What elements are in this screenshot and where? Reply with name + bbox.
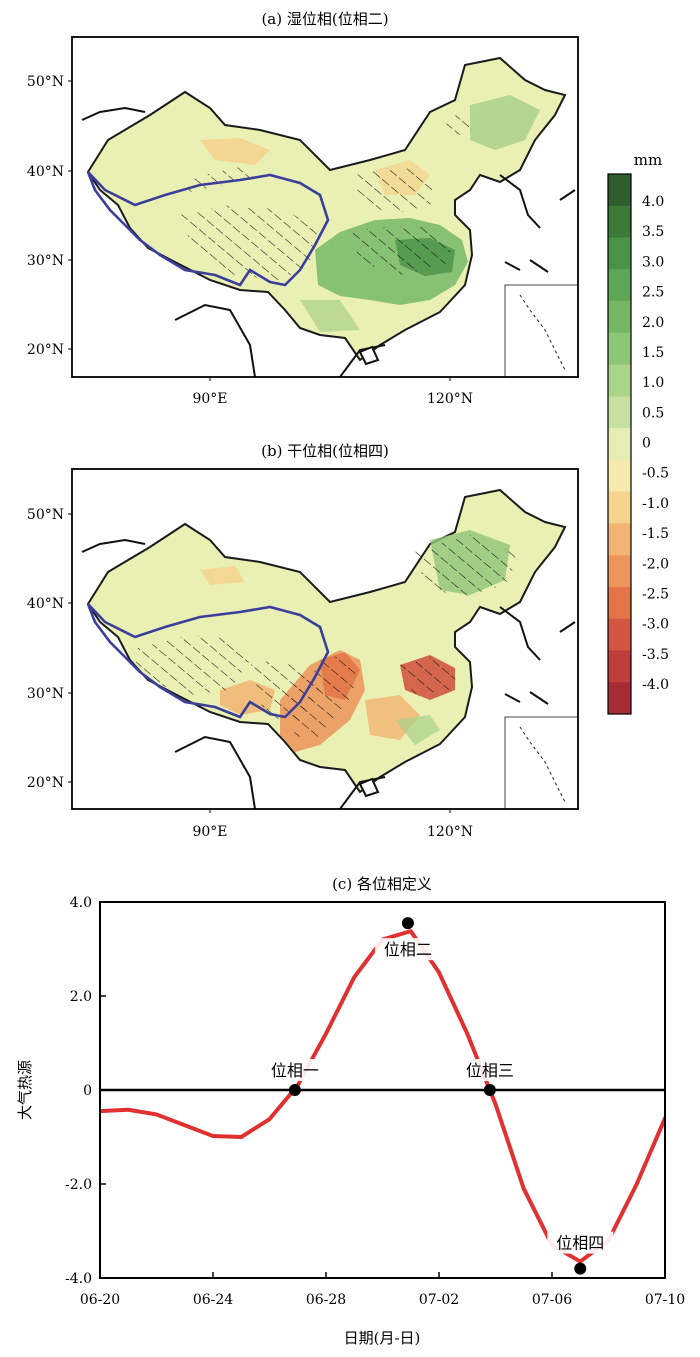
colorbar-swatch <box>608 682 631 715</box>
colorbar-label: 4.0 <box>642 194 664 210</box>
x-tick-label: 07-10 <box>645 1292 685 1308</box>
colorbar-swatch <box>608 650 631 683</box>
map-a-lat-tick: 20°N <box>27 342 64 358</box>
chart-title: (c) 各位相定义 <box>332 875 432 893</box>
map-b-lat-tick: 30°N <box>27 686 64 702</box>
colorbar: mm 4.0 3.5 3.0 2.5 2.0 1.5 1.0 0.5 0 -0.5 -1.0 -1.5… <box>607 151 669 715</box>
phase-point <box>574 1262 587 1275</box>
colorbar-swatch <box>608 555 631 588</box>
colorbar-swatch <box>608 428 631 461</box>
colorbar-label: 3.5 <box>642 224 664 240</box>
colorbar-label: -3.0 <box>642 617 669 633</box>
map-b-lon-tick: 120°N <box>427 824 473 840</box>
colorbar-label: -1.0 <box>642 496 669 512</box>
map-a-plateau-outline <box>86 171 330 287</box>
y-tick-label: 2.0 <box>70 989 92 1005</box>
colorbar-swatch <box>608 237 631 270</box>
colorbar-label: 2.0 <box>642 315 664 331</box>
map-panel-a: (a) 湿位相(位相二) <box>27 10 579 407</box>
x-tick-label: 06-24 <box>193 1292 233 1308</box>
colorbar-label: -0.5 <box>642 466 669 482</box>
x-tick-label: 06-20 <box>80 1292 120 1308</box>
colorbar-swatch <box>608 618 631 651</box>
map-a-title: (a) 湿位相(位相二) <box>261 10 388 28</box>
colorbar-swatch <box>608 523 631 556</box>
map-b-lat-tick: 50°N <box>27 507 64 523</box>
colorbar-label: 3.0 <box>642 254 664 270</box>
map-a-lat-tick: 30°N <box>27 253 64 269</box>
phase-label: 位相四 <box>556 1234 604 1253</box>
colorbar-label: -4.0 <box>642 677 669 693</box>
colorbar-label: 0.5 <box>642 405 664 421</box>
colorbar-swatch <box>608 332 631 366</box>
map-a-lat-tick: 40°N <box>27 164 64 180</box>
y-axis-label: 大气热源 <box>16 1060 34 1120</box>
map-b-plateau-outline <box>86 603 330 719</box>
colorbar-label: -2.5 <box>642 586 669 602</box>
y-tick-label: -4.0 <box>65 1271 92 1287</box>
x-tick-label: 06-28 <box>306 1292 346 1308</box>
map-b-title: (b) 干位相(位相四) <box>261 442 389 460</box>
phase-label: 位相二 <box>384 940 432 959</box>
colorbar-label: -3.5 <box>642 647 669 663</box>
map-a-lon-tick: 120°N <box>427 391 473 407</box>
colorbar-label: -2.0 <box>642 556 669 572</box>
x-tick-label: 07-06 <box>532 1292 572 1308</box>
y-tick-label: 0 <box>83 1083 92 1099</box>
map-panel-b: (b) 干位相(位相四) <box>27 442 579 840</box>
phase-point <box>483 1084 496 1096</box>
colorbar-swatch <box>608 586 631 620</box>
colorbar-swatch <box>608 301 631 334</box>
phase-label: 位相一 <box>271 1061 319 1080</box>
y-tick-label: 4.0 <box>70 895 92 911</box>
series-line <box>100 929 665 1264</box>
map-b-lat-tick: 40°N <box>27 596 64 612</box>
colorbar-label: -1.5 <box>642 526 669 542</box>
colorbar-swatch <box>608 205 631 239</box>
colorbar-swatch <box>608 364 631 397</box>
colorbar-swatch <box>608 174 631 207</box>
y-tick-label: -2.0 <box>65 1177 92 1193</box>
x-tick-label: 07-02 <box>419 1292 459 1308</box>
colorbar-label: 1.0 <box>642 375 664 391</box>
colorbar-label: 2.5 <box>642 285 664 301</box>
colorbar-label: 1.5 <box>642 345 664 361</box>
phase-label: 位相三 <box>466 1061 514 1080</box>
colorbar-swatch <box>608 459 631 493</box>
colorbar-swatch <box>608 396 631 429</box>
colorbar-swatch <box>608 269 631 302</box>
map-a-lon-tick: 90°E <box>192 391 227 407</box>
map-a-lat-tick: 50°N <box>27 74 64 90</box>
phase-point <box>288 1084 301 1096</box>
colorbar-unit: mm <box>634 151 662 169</box>
map-b-lat-tick: 20°N <box>27 775 64 791</box>
phase-point <box>401 917 414 930</box>
colorbar-label: 0 <box>642 436 651 452</box>
colorbar-swatch <box>608 491 631 524</box>
map-b-lon-tick: 90°E <box>192 824 227 840</box>
x-axis-label: 日期(月-日) <box>344 1329 421 1347</box>
